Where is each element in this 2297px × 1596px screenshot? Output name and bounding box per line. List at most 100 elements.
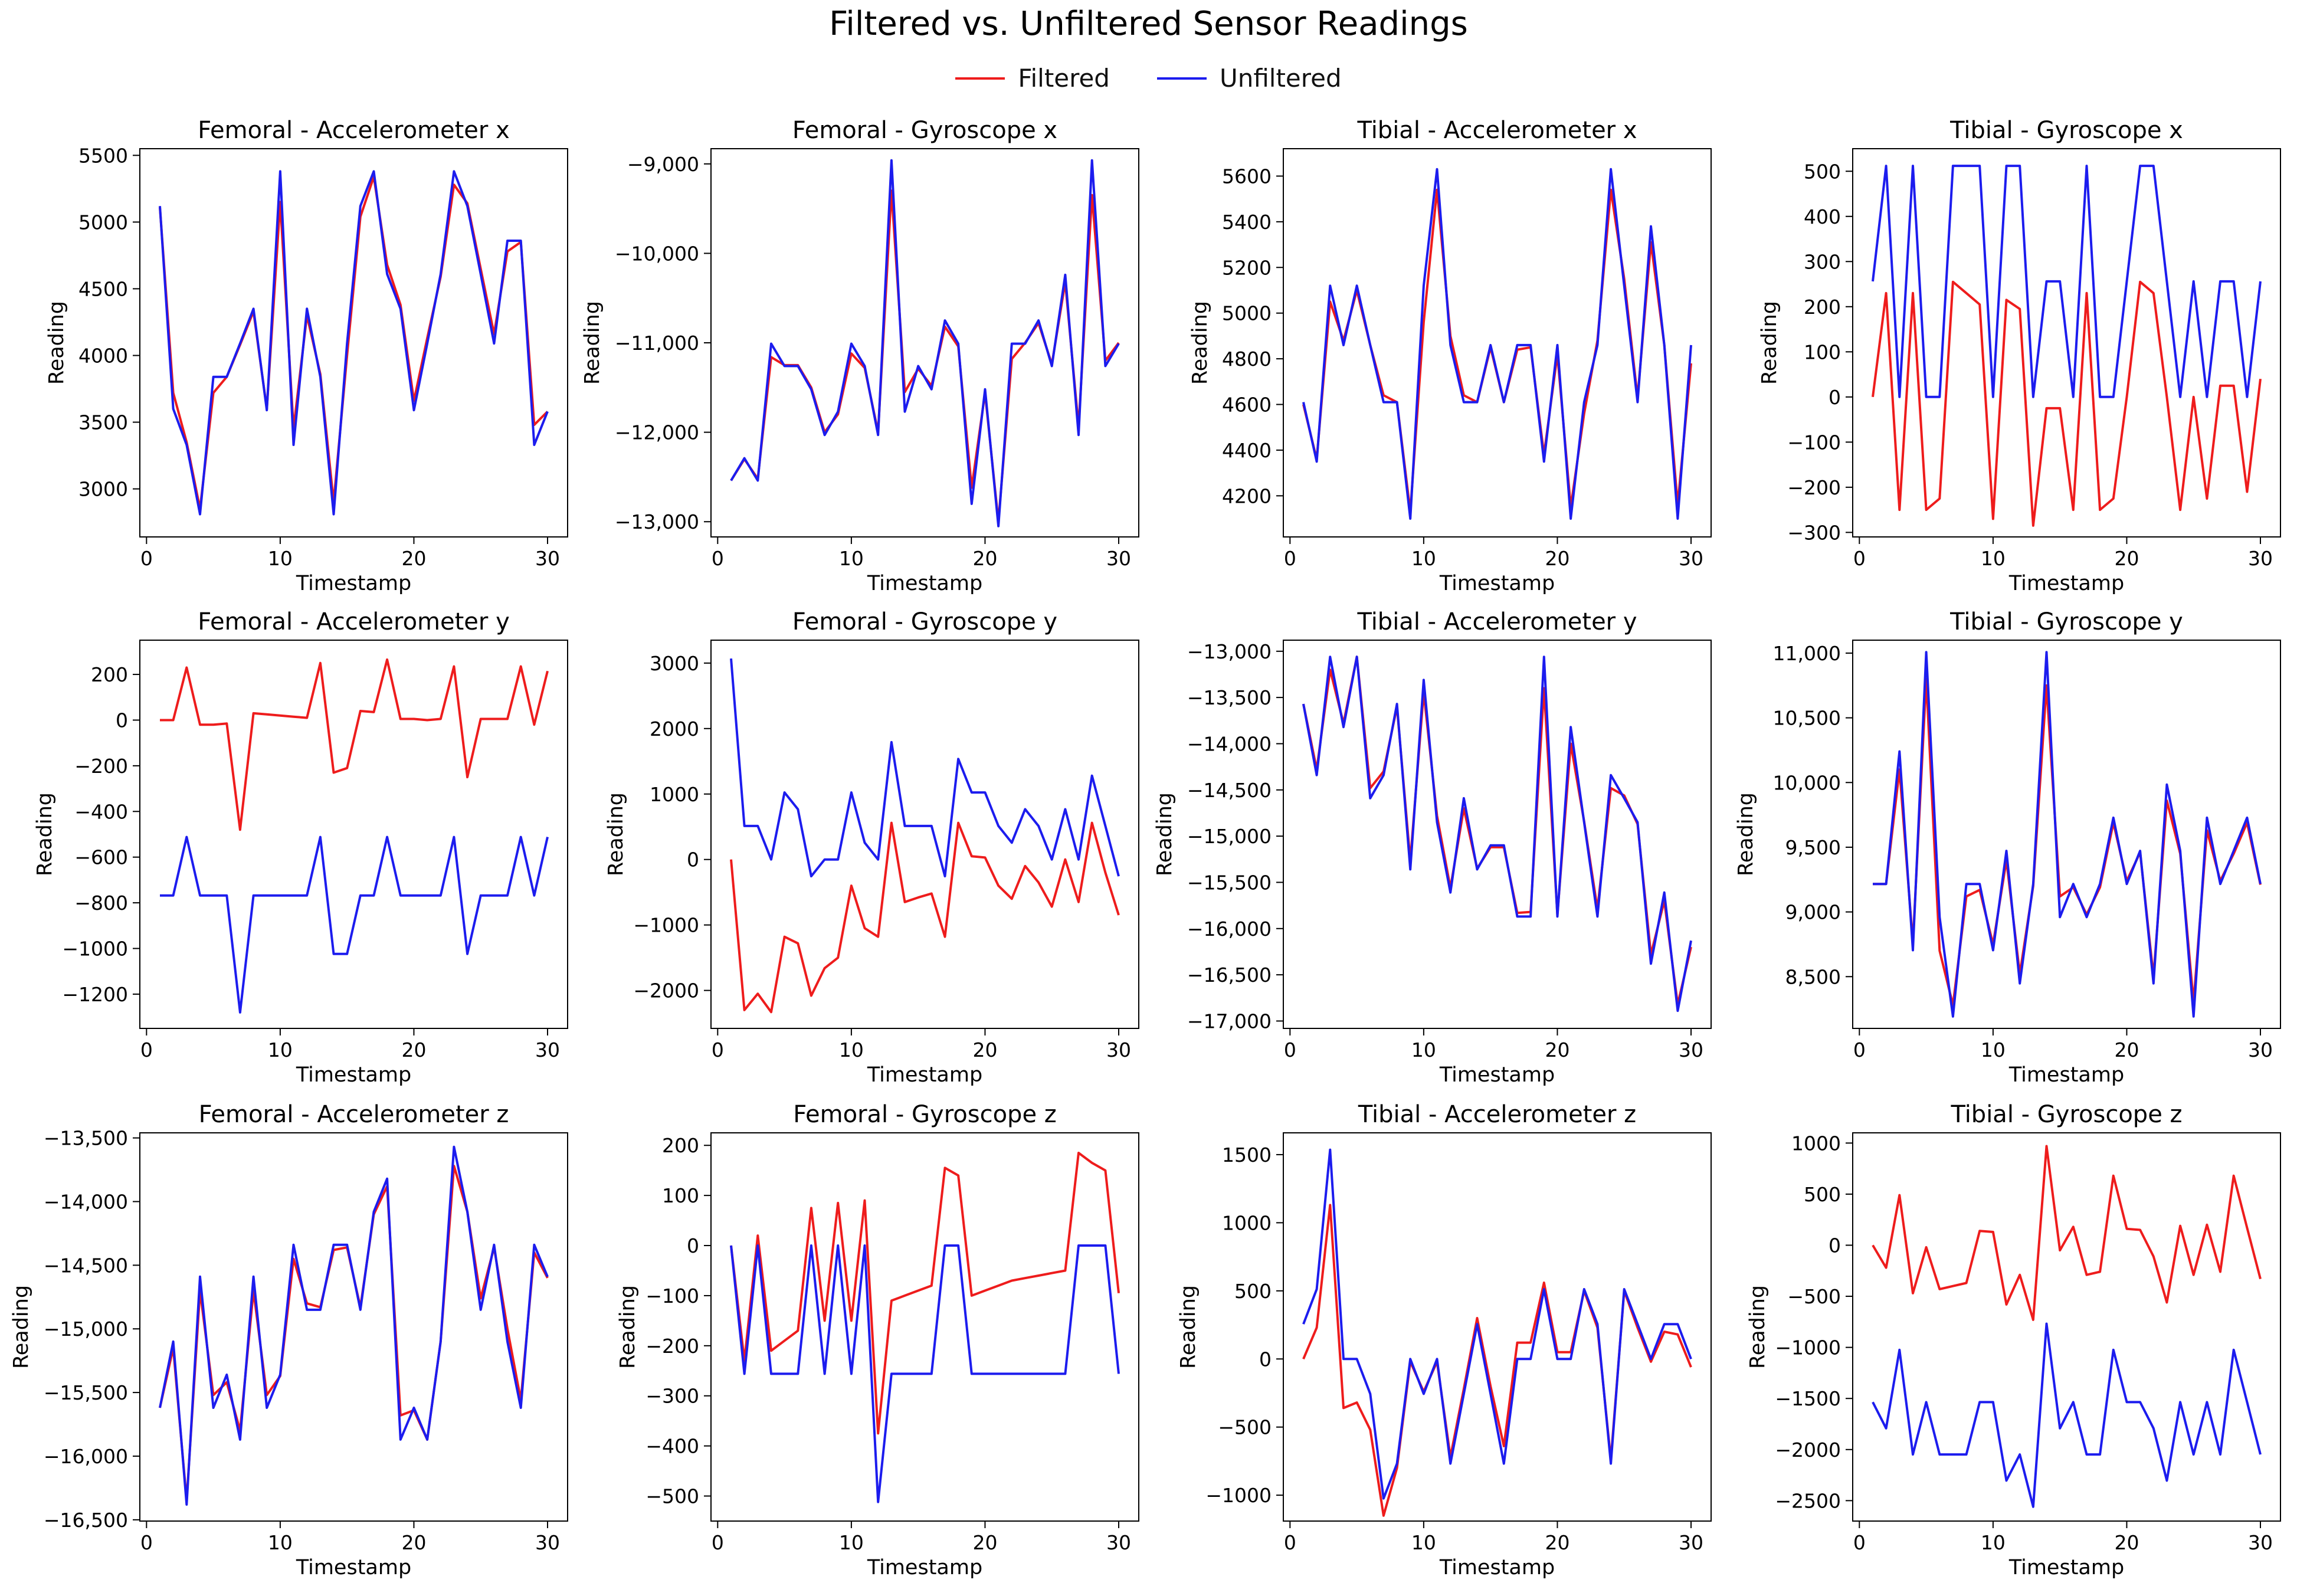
chart-12-ytick-label: −1000 (1775, 1336, 1841, 1359)
chart-5-ylabel: Reading (33, 792, 57, 876)
chart-7-ytick-label: −14,500 (1187, 779, 1272, 802)
chart-9-xtick-label: 20 (401, 1531, 426, 1554)
chart-12-ytick-label: 1000 (1791, 1132, 1841, 1155)
chart-6-frame (710, 640, 1139, 1029)
chart-6-ytick-label: 3000 (650, 652, 699, 675)
chart-8-ylabel: Reading (1734, 792, 1758, 876)
chart-9-ytick-label: −14,500 (44, 1254, 128, 1277)
chart-8-xtick-label: 10 (1981, 1038, 2006, 1061)
chart-3-ytick-label: 5000 (1222, 302, 1272, 325)
chart-9-frame (139, 1132, 568, 1522)
chart-7-xtick-label: 0 (1284, 1038, 1296, 1061)
chart-1-ytick-label: 4000 (78, 344, 128, 367)
chart-9-series-filtered (159, 1165, 549, 1502)
chart-6-title: Femoral - Gyroscope y (792, 608, 1057, 635)
chart-3-series-filtered (1302, 188, 1692, 513)
chart-5-xtick-label: 30 (535, 1038, 560, 1061)
chart-12-ytick-label: −500 (1787, 1285, 1841, 1308)
chart-7-ytick-label: −15,500 (1187, 871, 1272, 894)
chart-10: Femoral - Gyroscope z 0 10 20 30 −500 −400 −300… (616, 1101, 1139, 1579)
chart-5-ytick-label: −600 (74, 846, 128, 869)
chart-1-ytick-label: 3000 (78, 478, 128, 501)
chart-3-ytick-label: 4600 (1222, 394, 1272, 417)
chart-5-ytick-label: −200 (74, 755, 128, 778)
chart-3-xtick-label: 30 (1679, 547, 1703, 570)
chart-2-ytick-label: −10,000 (615, 242, 699, 265)
chart-1-ytick-label: 3500 (78, 411, 128, 434)
legend-entry-filtered: Filtered (955, 64, 1110, 93)
chart-3-ylabel: Reading (1188, 301, 1212, 385)
chart-10-xtick-label: 0 (712, 1531, 724, 1554)
chart-9-xtick-label: 10 (268, 1531, 293, 1554)
chart-10-ytick-label: −400 (645, 1435, 699, 1458)
chart-6-ytick-label: 1000 (650, 783, 699, 806)
chart-9-xlabel: Timestamp (296, 1556, 411, 1579)
legend-swatch-unfiltered (1156, 77, 1207, 80)
chart-11-title: Tibial - Accelerometer z (1358, 1101, 1636, 1128)
chart-7-ytick-label: −15,000 (1187, 825, 1272, 848)
chart-3-xtick-label: 0 (1284, 547, 1296, 570)
chart-6-xtick-label: 30 (1106, 1038, 1131, 1061)
chart-5-title: Femoral - Accelerometer y (198, 608, 510, 635)
chart-11-xtick-label: 0 (1284, 1531, 1296, 1554)
chart-8: Tibial - Gyroscope y 0 10 20 30 8,500 9,000 9,5… (1734, 608, 2281, 1087)
chart-4-series-filtered (1872, 280, 2262, 527)
chart-10-xlabel: Timestamp (867, 1556, 982, 1579)
chart-9: Femoral - Accelerometer z 0 10 20 30 −16,500 −… (9, 1101, 568, 1579)
chart-6-ytick-label: −2000 (633, 979, 699, 1002)
chart-1-xtick-label: 30 (535, 547, 560, 570)
chart-12-xtick-label: 30 (2248, 1531, 2273, 1554)
legend-swatch-filtered (955, 77, 1005, 80)
chart-10-ytick-label: −300 (645, 1385, 699, 1408)
chart-2: Femoral - Gyroscope x 0 10 20 30 −13,000 −12,0… (581, 117, 1139, 595)
chart-10-xtick-label: 30 (1106, 1531, 1131, 1554)
chart-12-xtick-label: 20 (2114, 1531, 2139, 1554)
chart-7-xtick-label: 20 (1545, 1038, 1569, 1061)
chart-12-xtick-label: 10 (1981, 1531, 2006, 1554)
chart-8-ytick-label: 8,500 (1785, 965, 1841, 988)
chart-11-series-filtered (1302, 1204, 1692, 1517)
chart-4-xtick-label: 0 (1853, 547, 1866, 570)
chart-8-ytick-label: 9,500 (1785, 836, 1841, 859)
chart-10-title: Femoral - Gyroscope z (793, 1101, 1057, 1128)
chart-8-title: Tibial - Gyroscope y (1949, 608, 2183, 635)
chart-10-ytick-label: 0 (687, 1234, 699, 1257)
chart-2-ytick-label: −9,000 (627, 153, 699, 176)
chart-12-ylabel: Reading (1746, 1285, 1770, 1369)
chart-2-frame (710, 148, 1139, 538)
chart-12: Tibial - Gyroscope z 0 10 20 30 −2500 −2000 −15… (1746, 1101, 2281, 1579)
chart-5-ytick-label: 0 (116, 709, 128, 732)
chart-7-ytick-label: −13,000 (1187, 640, 1272, 663)
chart-10-ytick-label: 200 (662, 1134, 699, 1157)
chart-1-ytick-label: 5500 (78, 144, 128, 167)
chart-12-title: Tibial - Gyroscope z (1950, 1101, 2182, 1128)
chart-6-series-unfiltered (730, 658, 1120, 878)
chart-4-title: Tibial - Gyroscope x (1949, 117, 2183, 144)
chart-7-xlabel: Timestamp (1439, 1063, 1555, 1087)
chart-8-series-unfiltered (1873, 651, 2262, 1018)
chart-2-ytick-label: −13,000 (615, 510, 699, 533)
chart-3-title: Tibial - Accelerometer x (1356, 117, 1637, 144)
chart-3-ytick-label: 5200 (1222, 256, 1272, 279)
chart-5-ytick-label: −1200 (62, 983, 128, 1006)
chart-11-ytick-label: 1500 (1222, 1143, 1272, 1166)
chart-9-title: Femoral - Accelerometer z (199, 1101, 509, 1128)
chart-5-ytick-label: −1000 (62, 938, 128, 961)
chart-4-ytick-label: 400 (1804, 205, 1841, 228)
chart-4-xtick-label: 20 (2114, 547, 2139, 570)
chart-1-xlabel: Timestamp (296, 572, 411, 595)
chart-7-ytick-label: −16,500 (1187, 964, 1272, 987)
chart-7-ytick-label: −16,000 (1187, 917, 1272, 940)
chart-4-xtick-label: 10 (1981, 547, 2006, 570)
chart-12-xtick-label: 0 (1853, 1531, 1866, 1554)
chart-10-ytick-label: −500 (645, 1485, 699, 1508)
chart-4-ytick-label: −300 (1787, 521, 1841, 544)
chart-8-xlabel: Timestamp (2008, 1063, 2124, 1087)
chart-6-xtick-label: 10 (839, 1038, 864, 1061)
chart-2-xtick-label: 20 (972, 547, 997, 570)
chart-4-xlabel: Timestamp (2008, 572, 2124, 595)
chart-2-ytick-label: −12,000 (615, 421, 699, 444)
chart-9-ytick-label: −13,500 (44, 1127, 128, 1150)
chart-8-frame (1852, 640, 2281, 1029)
chart-3: Tibial - Accelerometer x 0 10 20 30 4200 4400 4… (1188, 117, 1712, 595)
